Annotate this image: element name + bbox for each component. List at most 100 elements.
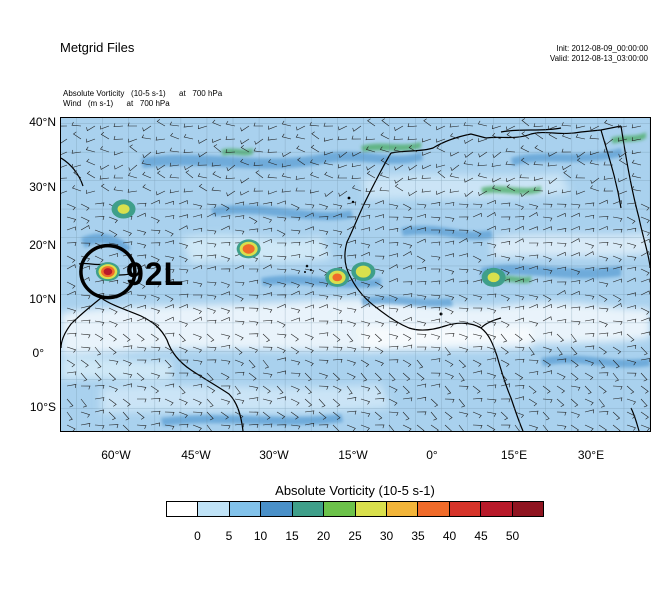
wind-barb bbox=[374, 281, 384, 290]
wind-barb bbox=[562, 164, 572, 171]
wind-barb bbox=[332, 255, 343, 259]
wind-barb bbox=[500, 372, 508, 382]
wind-barb bbox=[598, 307, 609, 313]
wind-barb bbox=[458, 203, 469, 208]
wind-barb bbox=[318, 304, 328, 309]
wind-barb bbox=[374, 346, 384, 354]
wind-barb bbox=[584, 333, 595, 338]
wind-barb bbox=[584, 214, 595, 219]
vorticity-maxima bbox=[95, 199, 506, 287]
coastlines bbox=[61, 125, 650, 431]
lat-label-0: 0° bbox=[32, 346, 44, 360]
wind-barb bbox=[262, 385, 271, 394]
wind-barb bbox=[598, 372, 609, 377]
wind-barb bbox=[108, 307, 118, 315]
wind-barb bbox=[254, 138, 264, 145]
wind-barb bbox=[66, 290, 76, 296]
wind-barb bbox=[290, 372, 301, 377]
wind-barb bbox=[122, 345, 133, 350]
wind-barb bbox=[449, 188, 460, 193]
wind-barb bbox=[612, 303, 622, 309]
wind-barb bbox=[561, 148, 572, 153]
wind-barb bbox=[150, 229, 161, 235]
wind-barb bbox=[66, 371, 77, 376]
wind-barb bbox=[248, 346, 258, 353]
wind-barb bbox=[332, 346, 343, 351]
wind-barb bbox=[556, 281, 567, 286]
wind-barb bbox=[430, 241, 441, 246]
wind-barb bbox=[570, 385, 581, 391]
wind-barb bbox=[281, 133, 292, 140]
wind-barb bbox=[281, 172, 292, 179]
wind-barb bbox=[248, 372, 257, 381]
wind-barb bbox=[122, 264, 132, 270]
wind-barb bbox=[183, 149, 194, 154]
wind-barb bbox=[416, 238, 426, 244]
wind-barb bbox=[486, 320, 497, 326]
wind-barb bbox=[528, 333, 536, 343]
wind-barb bbox=[430, 318, 441, 323]
wind-barb bbox=[374, 372, 382, 382]
wind-barb bbox=[458, 372, 465, 382]
wind-barb bbox=[141, 134, 152, 140]
wind-barb bbox=[416, 359, 424, 369]
wind-barb bbox=[80, 319, 91, 324]
wind-barb bbox=[486, 424, 496, 431]
wind-barb bbox=[570, 238, 580, 244]
wind-barb bbox=[388, 242, 399, 246]
wind-barb bbox=[458, 424, 464, 431]
wind-barb bbox=[296, 145, 306, 153]
wind-barb bbox=[178, 359, 189, 364]
wind-barb bbox=[520, 157, 530, 166]
wind-barb bbox=[472, 333, 483, 340]
wind-barb bbox=[570, 203, 581, 209]
wind-barb bbox=[612, 385, 623, 390]
wind-barb bbox=[318, 251, 328, 257]
wind-barb bbox=[346, 216, 357, 221]
wind-barb bbox=[450, 151, 460, 157]
wind-barb bbox=[598, 216, 609, 220]
wind-barb bbox=[164, 240, 175, 245]
wind-barb bbox=[164, 383, 175, 388]
wind-barb bbox=[542, 316, 552, 322]
wind-barb bbox=[388, 424, 395, 431]
wind-barb bbox=[631, 172, 642, 179]
wind-barb bbox=[436, 190, 446, 195]
wind-barb bbox=[346, 359, 356, 366]
wind-barb bbox=[94, 409, 105, 414]
wind-barb bbox=[631, 159, 642, 166]
wind-barb bbox=[262, 255, 273, 261]
wind-barb bbox=[178, 214, 189, 219]
wind-barb bbox=[276, 333, 287, 339]
storm-circle-92l bbox=[79, 243, 137, 300]
wind-barb bbox=[556, 212, 566, 218]
wind-barb bbox=[276, 396, 287, 401]
wind-barb bbox=[192, 372, 203, 379]
wind-barb bbox=[416, 255, 426, 263]
wind-barb bbox=[402, 411, 410, 421]
colorbar-label: 25 bbox=[348, 529, 362, 543]
wind-barb bbox=[108, 359, 119, 365]
wind-barb bbox=[206, 212, 216, 218]
wind-barb bbox=[458, 280, 469, 285]
wind-barb bbox=[528, 410, 539, 415]
wind-barb bbox=[192, 333, 202, 340]
wind-barb bbox=[150, 216, 160, 224]
wind-barb bbox=[136, 294, 147, 300]
wind-barb bbox=[542, 385, 551, 394]
lon-label-60w: 60°W bbox=[101, 448, 131, 462]
wind-barb bbox=[458, 333, 469, 340]
wind-barb bbox=[584, 385, 592, 395]
colorbar-label: 10 bbox=[253, 529, 268, 543]
wind-barb bbox=[240, 177, 250, 184]
wind-barb bbox=[360, 320, 371, 327]
wind-barb bbox=[94, 307, 105, 313]
wind-barb bbox=[584, 345, 595, 350]
wind-barb bbox=[170, 132, 180, 140]
wind-barb bbox=[66, 346, 77, 353]
vorticity-contour bbox=[242, 244, 255, 254]
wind-barb bbox=[360, 303, 370, 309]
wind-barb bbox=[248, 333, 259, 338]
wind-barb bbox=[192, 424, 202, 431]
wind-barb bbox=[500, 240, 511, 245]
